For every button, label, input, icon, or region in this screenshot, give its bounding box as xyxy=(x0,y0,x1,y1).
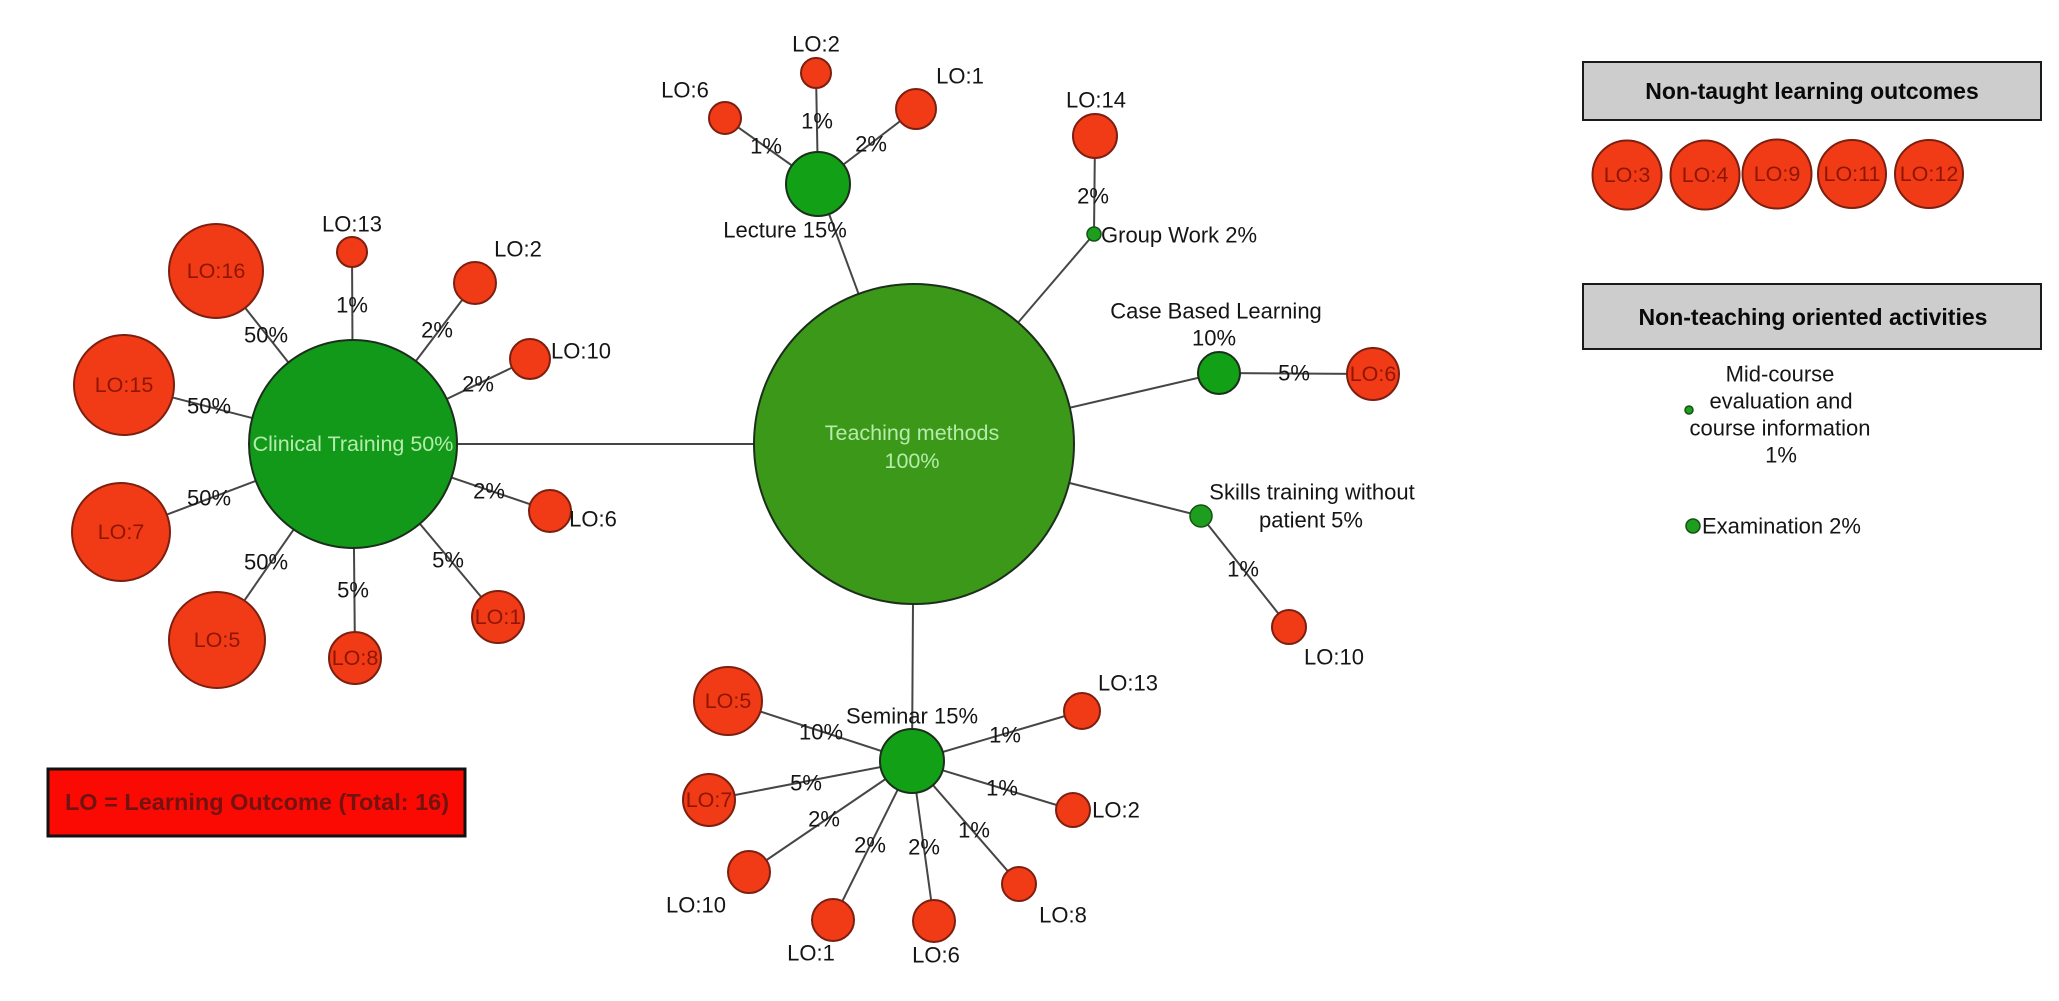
svg-text:LO:6: LO:6 xyxy=(1350,362,1397,386)
svg-text:Skills training without: Skills training without xyxy=(1209,480,1414,505)
svg-text:LO:10: LO:10 xyxy=(551,339,611,364)
svg-text:Clinical Training 50%: Clinical Training 50% xyxy=(253,432,454,456)
svg-text:Teaching methods: Teaching methods xyxy=(825,421,1000,445)
svg-text:evaluation and: evaluation and xyxy=(1709,389,1852,414)
svg-text:2%: 2% xyxy=(1077,184,1109,209)
svg-text:LO:13: LO:13 xyxy=(1098,671,1158,696)
svg-text:Case Based Learning: Case Based Learning xyxy=(1110,299,1322,324)
svg-text:LO:1: LO:1 xyxy=(787,941,835,966)
svg-text:2%: 2% xyxy=(855,132,887,157)
svg-text:LO:6: LO:6 xyxy=(912,943,960,968)
svg-text:LO:9: LO:9 xyxy=(1754,162,1801,186)
svg-text:2%: 2% xyxy=(854,833,886,858)
svg-text:Mid-course: Mid-course xyxy=(1726,362,1835,387)
svg-text:50%: 50% xyxy=(187,394,231,419)
svg-text:LO:8: LO:8 xyxy=(1039,903,1087,928)
svg-text:LO:4: LO:4 xyxy=(1682,163,1729,187)
svg-text:Non-taught learning outcomes: Non-taught learning outcomes xyxy=(1645,78,1979,104)
svg-text:LO:8: LO:8 xyxy=(332,646,379,670)
svg-text:LO:2: LO:2 xyxy=(1092,798,1140,823)
svg-text:LO:6: LO:6 xyxy=(661,78,709,103)
svg-text:Lecture 15%: Lecture 15% xyxy=(723,218,847,243)
svg-text:2%: 2% xyxy=(473,479,505,504)
svg-text:50%: 50% xyxy=(244,323,288,348)
svg-text:1%: 1% xyxy=(801,109,833,134)
svg-text:LO:2: LO:2 xyxy=(494,237,542,262)
svg-text:LO:10: LO:10 xyxy=(1304,645,1364,670)
svg-text:LO:5: LO:5 xyxy=(194,628,241,652)
svg-text:10%: 10% xyxy=(799,720,843,745)
svg-text:LO:3: LO:3 xyxy=(1604,163,1651,187)
svg-text:5%: 5% xyxy=(337,578,369,603)
svg-text:LO:5: LO:5 xyxy=(705,689,752,713)
svg-text:1%: 1% xyxy=(1765,443,1797,468)
svg-text:LO:14: LO:14 xyxy=(1066,88,1126,113)
svg-text:1%: 1% xyxy=(336,293,368,318)
svg-text:Non-teaching oriented activiti: Non-teaching oriented activities xyxy=(1639,304,1988,330)
svg-text:LO:10: LO:10 xyxy=(666,893,726,918)
svg-text:LO:12: LO:12 xyxy=(1900,162,1959,186)
svg-text:1%: 1% xyxy=(989,723,1021,748)
svg-text:1%: 1% xyxy=(1227,557,1259,582)
svg-text:5%: 5% xyxy=(1278,361,1310,386)
svg-text:2%: 2% xyxy=(462,372,494,397)
svg-text:LO:11: LO:11 xyxy=(1824,162,1881,186)
svg-text:2%: 2% xyxy=(908,835,940,860)
svg-text:10%: 10% xyxy=(1192,326,1236,351)
svg-text:2%: 2% xyxy=(808,807,840,832)
svg-text:5%: 5% xyxy=(790,771,822,796)
svg-text:50%: 50% xyxy=(244,550,288,575)
svg-text:LO:13: LO:13 xyxy=(322,212,382,237)
svg-text:2%: 2% xyxy=(421,318,453,343)
svg-text:LO:15: LO:15 xyxy=(95,373,154,397)
svg-text:LO = Learning Outcome (Total:: LO = Learning Outcome (Total: 16) xyxy=(65,789,449,815)
svg-text:course information: course information xyxy=(1690,416,1871,441)
svg-text:LO:7: LO:7 xyxy=(98,520,145,544)
svg-text:Group Work 2%: Group Work 2% xyxy=(1101,223,1257,248)
svg-text:LO:1: LO:1 xyxy=(475,605,522,629)
svg-text:1%: 1% xyxy=(750,134,782,159)
svg-text:patient 5%: patient 5% xyxy=(1259,508,1363,533)
svg-text:LO:7: LO:7 xyxy=(686,788,733,812)
svg-text:1%: 1% xyxy=(986,776,1018,801)
svg-text:LO:16: LO:16 xyxy=(187,259,246,283)
svg-text:Examination 2%: Examination 2% xyxy=(1702,514,1861,539)
svg-text:1%: 1% xyxy=(958,818,990,843)
svg-text:50%: 50% xyxy=(187,486,231,511)
svg-text:LO:6: LO:6 xyxy=(569,507,617,532)
svg-text:Seminar 15%: Seminar 15% xyxy=(846,704,978,729)
svg-text:5%: 5% xyxy=(432,548,464,573)
svg-text:100%: 100% xyxy=(885,449,940,473)
svg-text:LO:1: LO:1 xyxy=(936,64,984,89)
svg-text:LO:2: LO:2 xyxy=(792,32,840,57)
